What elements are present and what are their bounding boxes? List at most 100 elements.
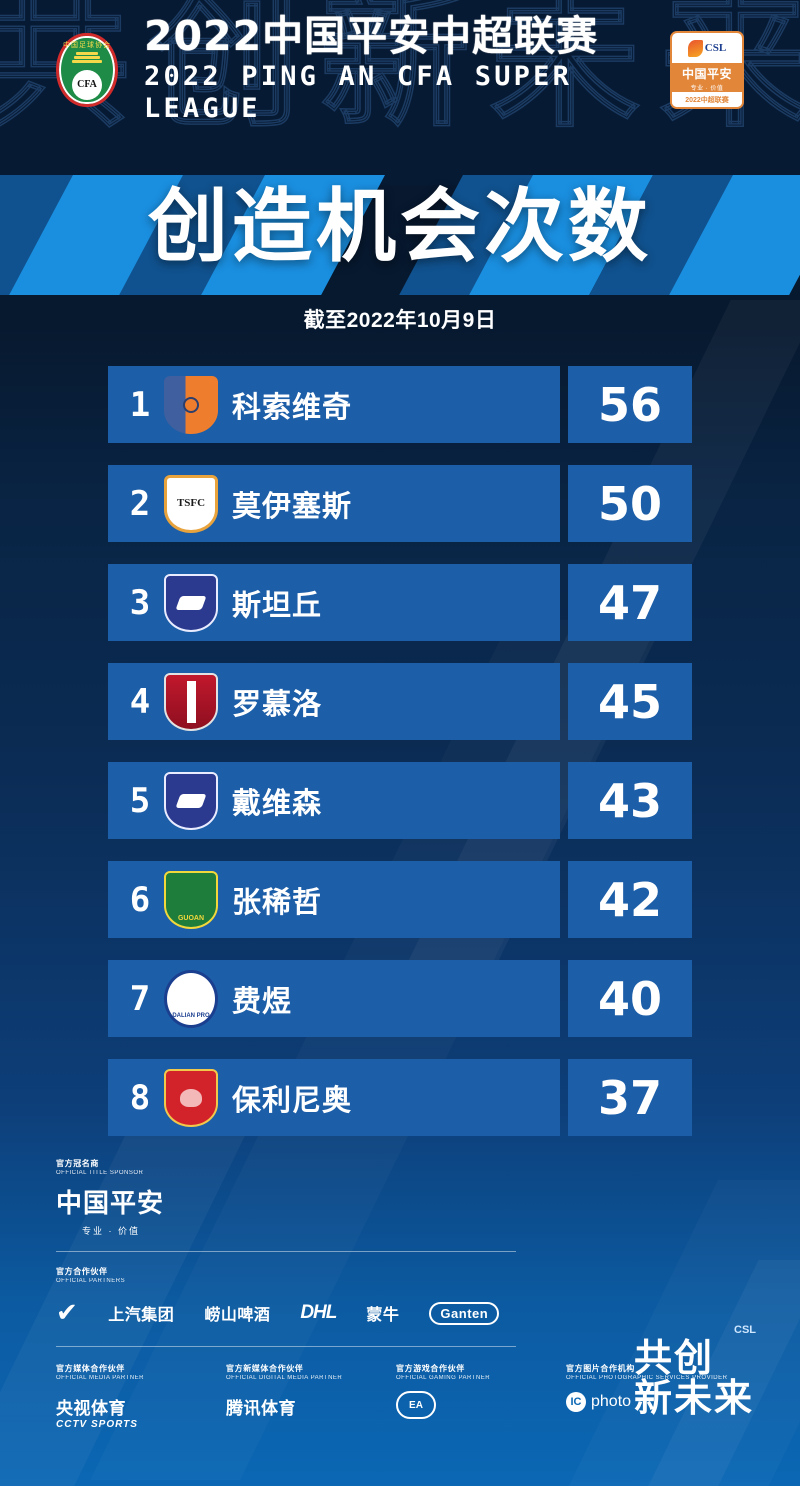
- cfa-ball-text: CFA: [72, 70, 102, 100]
- table-row[interactable]: 8 保利尼奥 37: [108, 1059, 692, 1136]
- csl-mark-text: CSL: [704, 42, 727, 54]
- player-name: 科索维奇: [232, 391, 353, 424]
- csl-badge-season: 2022中超联赛: [672, 92, 742, 107]
- league-title-block: 2022中国平安中超联赛 2022 PING AN CFA SUPER LEAG…: [144, 14, 670, 125]
- poster-footer: 官方冠名商 OFFICIAL TITLE SPONSOR 中国平安 专业 · 价…: [0, 1158, 800, 1430]
- ea-logo-text: EA: [409, 1399, 423, 1411]
- cfa-arc-text: 中国足球协会: [63, 42, 111, 49]
- title-sponsor-name: 中国平安: [56, 1188, 165, 1218]
- table-row[interactable]: 6 GUOAN 张稀哲 42: [108, 861, 692, 938]
- player-score: 47: [568, 564, 692, 641]
- laoshan-beer-logo: 崂山啤酒: [204, 1307, 271, 1324]
- media-partner-label-en: OFFICIAL DIGITAL MEDIA PARTNER: [226, 1375, 343, 1381]
- player-name: 费煜: [232, 985, 293, 1018]
- media-partner-label-cn: 官方媒体合作伙伴: [56, 1364, 125, 1373]
- ic-photo-logo: IC photo: [566, 1392, 736, 1412]
- crest-text: GUOAN: [177, 915, 205, 923]
- media-partner-item: 官方图片合作机构 OFFICIAL PHOTOGRAPHIC SERVICES …: [566, 1363, 736, 1430]
- partners-label-cn: 官方合作伙伴: [56, 1267, 108, 1276]
- row-bar: 7 DALIAN PRO 费煜: [108, 960, 560, 1037]
- title-sponsor-label-en: OFFICIAL TITLE SPONSOR: [56, 1170, 144, 1176]
- player-score: 42: [568, 861, 692, 938]
- row-bar: 6 GUOAN 张稀哲: [108, 861, 560, 938]
- rank-number: 1: [129, 384, 151, 425]
- row-bar: 8 保利尼奥: [108, 1059, 560, 1136]
- player-name: 张稀哲: [232, 886, 323, 919]
- media-partner-item: 官方新媒体合作伙伴 OFFICIAL DIGITAL MEDIA PARTNER…: [226, 1363, 396, 1430]
- title-sponsor-label-cn: 官方冠名商: [56, 1159, 99, 1168]
- media-partner-label-en: OFFICIAL PHOTOGRAPHIC SERVICES PROVIDER: [566, 1375, 728, 1381]
- partners-label-en: OFFICIAL PARTNERS: [56, 1278, 126, 1284]
- poster-header: 中国足球协会 CFA 2022中国平安中超联赛 2022 PING AN CFA…: [0, 0, 800, 140]
- media-partner-item: 官方游戏合作伙伴 OFFICIAL GAMING PARTNER EA: [396, 1363, 566, 1430]
- csl-badge-sponsor: 中国平安: [681, 67, 732, 81]
- page-title: 创造机会次数: [148, 180, 652, 273]
- media-partner-label-cn: 官方游戏合作伙伴: [396, 1364, 465, 1373]
- title-sponsor-tagline: 专业 · 价值: [82, 1226, 140, 1236]
- slogan-line-1: 共创: [633, 1338, 714, 1381]
- league-title-cn: 2022中国平安中超联赛: [144, 12, 599, 61]
- shanghai-port-crest-icon: [164, 1068, 218, 1127]
- player-name: 莫伊塞斯: [232, 490, 353, 523]
- rank-number: 4: [129, 681, 151, 722]
- media-partner-label-cn: 官方新媒体合作伙伴: [226, 1364, 304, 1373]
- media-partner-label-en: OFFICIAL MEDIA PARTNER: [56, 1375, 144, 1381]
- partner-logo-list: ✔ 上汽集团 崂山啤酒 DHL 蒙牛 Ganten: [56, 1296, 744, 1330]
- slogan-block: CSL 共创 新未来: [633, 1324, 756, 1421]
- rank-number: 5: [129, 780, 151, 821]
- rank-number: 8: [129, 1077, 151, 1118]
- player-name: 罗慕洛: [232, 688, 323, 721]
- row-bar: 1 科索维奇: [108, 366, 560, 443]
- table-row[interactable]: 5 戴维森 43: [108, 762, 692, 839]
- player-score: 50: [568, 465, 692, 542]
- ganten-logo: Ganten: [429, 1301, 500, 1325]
- tiananmen-gate-icon: [72, 51, 102, 64]
- title-sponsor-label: 官方冠名商 OFFICIAL TITLE SPONSOR: [56, 1158, 744, 1176]
- row-bar: 2 TSFC 莫伊塞斯: [108, 465, 560, 542]
- slogan-line-2: 新未来: [633, 1378, 754, 1421]
- table-row[interactable]: 1 科索维奇 56: [108, 366, 692, 443]
- table-row[interactable]: 3 斯坦丘 47: [108, 564, 692, 641]
- rank-number: 6: [129, 879, 151, 920]
- player-score: 37: [568, 1059, 692, 1136]
- player-score: 40: [568, 960, 692, 1037]
- ea-sports-logo: EA: [396, 1391, 436, 1419]
- media-partner-label-cn: 官方图片合作机构: [566, 1364, 635, 1373]
- wuhan-three-towns-crest-icon: [164, 375, 218, 434]
- mengniu-logo: 蒙牛: [366, 1307, 400, 1324]
- table-row[interactable]: 2 TSFC 莫伊塞斯 50: [108, 465, 692, 542]
- ic-photo-mark: IC: [566, 1392, 586, 1412]
- media-partner-list: 官方媒体合作伙伴 OFFICIAL MEDIA PARTNER 央视体育 CCT…: [56, 1363, 744, 1430]
- csl-mark-icon: CSL: [734, 1324, 756, 1337]
- dalian-pro-crest-icon: DALIAN PRO: [164, 969, 218, 1028]
- row-bar: 4 罗慕洛: [108, 663, 560, 740]
- player-score: 56: [568, 366, 692, 443]
- csl-flame-icon: [687, 39, 703, 57]
- cctv-sports-logo-en: CCTV SPORTS: [56, 1419, 138, 1430]
- player-score: 43: [568, 762, 692, 839]
- table-row[interactable]: 7 DALIAN PRO 费煜 40: [108, 960, 692, 1037]
- cctv-sports-logo: 央视体育 CCTV SPORTS: [56, 1394, 226, 1430]
- partners-label: 官方合作伙伴 OFFICIAL PARTNERS: [56, 1266, 744, 1284]
- nike-logo: ✔: [56, 1298, 79, 1328]
- dhl-logo: DHL: [300, 1302, 337, 1323]
- row-bar: 3 斯坦丘: [108, 564, 560, 641]
- player-name: 斯坦丘: [232, 589, 323, 622]
- player-name: 戴维森: [232, 787, 323, 820]
- divider: [56, 1346, 516, 1347]
- ic-photo-text: photo: [591, 1393, 632, 1410]
- beijing-guoan-crest-icon: GUOAN: [164, 870, 218, 929]
- shandong-taishan-crest-icon: TSFC: [164, 474, 218, 533]
- cfa-logo-icon: 中国足球协会 CFA: [56, 33, 118, 107]
- crest-text: DALIAN PRO: [172, 1013, 210, 1020]
- row-bar: 5 戴维森: [108, 762, 560, 839]
- wuhan-yangtze-river-crest-icon: [164, 771, 218, 830]
- rank-number: 2: [129, 483, 151, 524]
- league-title-en: 2022 PING AN CFA SUPER LEAGUE: [144, 60, 573, 125]
- cctv-sports-logo-cn: 央视体育: [56, 1399, 126, 1418]
- rank-number: 7: [129, 978, 151, 1019]
- table-row[interactable]: 4 罗慕洛 45: [108, 663, 692, 740]
- tencent-sports-logo: 腾讯体育: [226, 1399, 296, 1418]
- player-name: 保利尼奥: [232, 1084, 353, 1117]
